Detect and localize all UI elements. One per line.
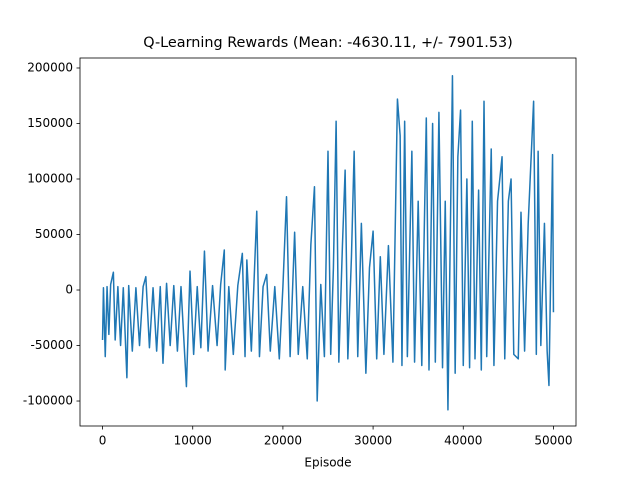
y-tick-label: -100000 (23, 394, 73, 408)
x-tick-label: 40000 (444, 434, 482, 448)
line-series (101, 75, 555, 411)
x-tick-label: 10000 (174, 434, 212, 448)
y-tick-label: 100000 (27, 172, 73, 186)
y-tick-label: 50000 (35, 227, 73, 241)
x-tick-label: 0 (99, 434, 107, 448)
chart-title: Q-Learning Rewards (Mean: -4630.11, +/- … (143, 35, 513, 51)
y-tick-label: 200000 (27, 60, 73, 74)
x-tick-label: 20000 (264, 434, 302, 448)
y-tick-label: 0 (65, 283, 73, 297)
plot-frame (79, 57, 577, 427)
x-axis-label: Episode (304, 456, 351, 470)
x-tick-label: 50000 (534, 434, 572, 448)
y-tick-label: -50000 (30, 338, 73, 352)
x-tick-label: 30000 (354, 434, 392, 448)
y-tick-label: 150000 (27, 116, 73, 130)
